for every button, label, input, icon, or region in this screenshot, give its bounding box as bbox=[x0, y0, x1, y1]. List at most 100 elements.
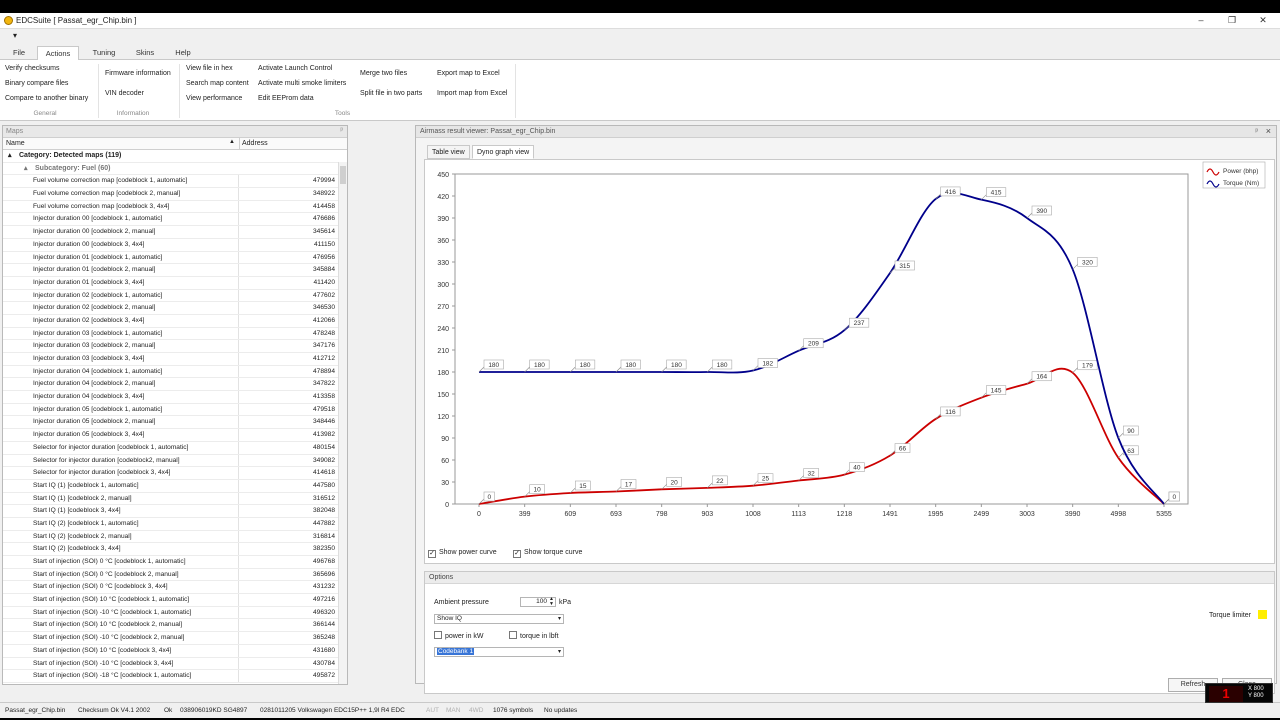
tab-dyno-graph-view[interactable]: Dyno graph view bbox=[472, 145, 535, 159]
table-row[interactable]: Start IQ (1) [codeblock 2, manual] 316512 bbox=[3, 492, 347, 506]
table-row[interactable]: Fuel volume correction map [codeblock 3,… bbox=[3, 200, 347, 214]
table-row[interactable]: Injector duration 05 [codeblock 3, 4x4] 4… bbox=[3, 429, 347, 442]
data-label-leader bbox=[1118, 432, 1124, 439]
table-row[interactable]: Selector for injector duration [codebloc… bbox=[3, 467, 347, 480]
ambient-pressure-input[interactable]: 100 bbox=[520, 597, 556, 607]
codebank-value: Codebank 1 bbox=[437, 648, 475, 655]
map-name: Injector duration 01 [codeblock 2, manua… bbox=[33, 266, 156, 274]
spin-buttons-icon[interactable]: ▲ ▼ bbox=[549, 596, 554, 607]
table-row[interactable]: Start IQ (1) [codeblock 3, 4x4] 382048 bbox=[3, 505, 347, 518]
data-label-box bbox=[849, 317, 870, 328]
pin-icon[interactable]: ᵖ bbox=[340, 127, 343, 134]
tab-table-view[interactable]: Table view bbox=[427, 145, 470, 159]
table-row[interactable]: Start of injection (SOI) -18 °C [codeblo… bbox=[3, 670, 347, 683]
table-row[interactable]: Start IQ (2) [codeblock 3, 4x4] 382350 bbox=[3, 543, 347, 556]
table-row[interactable]: Start of injection (SOI) 10 °C [codebloc… bbox=[3, 644, 347, 658]
table-row[interactable]: Injector duration 00 [codeblock 3, 4x4] 4… bbox=[3, 238, 347, 252]
checkbox-checked-icon: ✓ bbox=[513, 550, 521, 558]
data-label: 66 bbox=[899, 446, 907, 453]
verify-checksums-button[interactable]: Verify checksums bbox=[5, 65, 60, 72]
table-row[interactable]: Start of injection (SOI) 0 °C [codeblock… bbox=[3, 581, 347, 595]
table-row[interactable]: Selector for injector duration [codebloc… bbox=[3, 454, 347, 468]
show-power-checkbox[interactable]: ✓ Show power curve bbox=[428, 549, 497, 558]
search-map-content-button[interactable]: Search map content bbox=[186, 80, 249, 87]
pin-icon[interactable]: ᵖ bbox=[1255, 128, 1258, 135]
table-row[interactable]: Injector duration 05 [codeblock 1, autom… bbox=[3, 403, 347, 417]
table-row[interactable]: Start of injection (SOI) -10 °C [codeblo… bbox=[3, 657, 347, 671]
power-kw-checkbox[interactable]: power in kW bbox=[434, 631, 484, 640]
data-label: 415 bbox=[991, 190, 1002, 197]
tab-skins[interactable]: Skins bbox=[135, 48, 155, 57]
table-row[interactable]: Injector duration 03 [codeblock 3, 4x4] 4… bbox=[3, 353, 347, 366]
data-label-box bbox=[666, 477, 682, 487]
vin-decoder-button[interactable]: VIN decoder bbox=[105, 90, 144, 97]
table-row[interactable]: Injector duration 01 [codeblock 1, autom… bbox=[3, 251, 347, 265]
split-file-button[interactable]: Split file in two parts bbox=[360, 90, 423, 97]
table-row[interactable]: Injector duration 02 [codeblock 2, manua… bbox=[3, 302, 347, 315]
tab-tuning[interactable]: Tuning bbox=[92, 48, 116, 57]
import-excel-button[interactable]: Import map from Excel bbox=[437, 90, 508, 97]
close-icon[interactable]: × bbox=[1265, 126, 1271, 136]
merge-files-button[interactable]: Merge two files bbox=[360, 70, 408, 77]
table-row[interactable]: Start of injection (SOI) 10 °C [codebloc… bbox=[3, 594, 347, 607]
table-row[interactable]: Selector for injector duration [codebloc… bbox=[3, 441, 347, 455]
category-row[interactable]: ▴ Category: Detected maps (119) bbox=[3, 150, 347, 163]
compare-binary-button[interactable]: Compare to another binary bbox=[5, 95, 89, 102]
smoke-limiters-button[interactable]: Activate multi smoke limiters bbox=[258, 80, 347, 87]
minimize-button[interactable]: – bbox=[1198, 15, 1204, 25]
show-mode-select[interactable]: Show IQ ▾ bbox=[434, 614, 564, 624]
table-row[interactable]: Injector duration 00 [codeblock 1, autom… bbox=[3, 213, 347, 227]
table-row[interactable]: Injector duration 04 [codeblock 1, autom… bbox=[3, 365, 347, 379]
tab-file[interactable]: File bbox=[12, 48, 26, 57]
table-row[interactable]: Injector duration 02 [codeblock 1, autom… bbox=[3, 289, 347, 303]
table-row[interactable]: Injector duration 01 [codeblock 3, 4x4] 4… bbox=[3, 276, 347, 290]
torque-lbft-checkbox[interactable]: torque in lbft bbox=[509, 631, 559, 640]
view-performance-button[interactable]: View performance bbox=[186, 95, 243, 102]
table-row[interactable]: Injector duration 01 [codeblock 2, manua… bbox=[3, 264, 347, 277]
table-row[interactable]: Injector duration 02 [codeblock 3, 4x4] 4… bbox=[3, 314, 347, 328]
table-row[interactable]: Injector duration 03 [codeblock 2, manua… bbox=[3, 340, 347, 353]
table-row[interactable]: Injector duration 04 [codeblock 3, 4x4] 4… bbox=[3, 391, 347, 404]
collapse-icon[interactable]: ▴ bbox=[8, 152, 12, 159]
column-name-header[interactable]: Name bbox=[6, 140, 25, 147]
table-row[interactable]: Start of injection (SOI) -10 °C [codeblo… bbox=[3, 632, 347, 645]
quick-access-dropdown-icon[interactable]: ▾ bbox=[13, 31, 18, 40]
collapse-icon[interactable]: ▴ bbox=[24, 164, 28, 172]
view-hex-button[interactable]: View file in hex bbox=[186, 65, 233, 72]
column-divider bbox=[238, 340, 239, 352]
status-file: Passat_egr_Chip.bin bbox=[5, 707, 66, 714]
x-tick-label: 1113 bbox=[791, 511, 806, 518]
table-row[interactable]: Start of injection (SOI) 10 °C [codebloc… bbox=[3, 619, 347, 633]
table-row[interactable]: Injector duration 04 [codeblock 2, manua… bbox=[3, 378, 347, 392]
codebank-select[interactable]: Codebank 1 ▾ bbox=[434, 647, 564, 657]
table-row[interactable]: Start IQ (2) [codeblock 1, automatic] 447… bbox=[3, 517, 347, 531]
table-row[interactable]: Fuel volume correction map [codeblock 1,… bbox=[3, 175, 347, 189]
table-row[interactable]: Start of injection (SOI) 0 °C [codeblock… bbox=[3, 568, 347, 582]
table-row[interactable]: Start IQ (1) [codeblock 1, automatic] 447… bbox=[3, 479, 347, 493]
maps-scrollbar[interactable] bbox=[338, 162, 347, 684]
table-row[interactable]: Injector duration 03 [codeblock 1, autom… bbox=[3, 327, 347, 341]
table-row[interactable]: Start IQ (2) [codeblock 2, manual] 316814 bbox=[3, 530, 347, 544]
table-row[interactable]: Fuel volume correction map [codeblock 2,… bbox=[3, 188, 347, 201]
restore-button[interactable]: ❐ bbox=[1227, 15, 1237, 25]
table-row[interactable]: Start of injection (SOI) 0 °C [codeblock… bbox=[3, 556, 347, 569]
column-divider bbox=[238, 644, 239, 657]
launch-control-button[interactable]: Activate Launch Control bbox=[258, 65, 333, 72]
map-address: 431680 bbox=[312, 646, 335, 654]
tab-actions[interactable]: Actions bbox=[37, 46, 79, 61]
tab-help[interactable]: Help bbox=[175, 48, 191, 57]
column-address-header[interactable]: Address bbox=[242, 140, 268, 147]
export-excel-button[interactable]: Export map to Excel bbox=[437, 70, 500, 77]
table-row[interactable]: Injector duration 05 [codeblock 2, manua… bbox=[3, 416, 347, 430]
table-row[interactable]: Injector duration 00 [codeblock 2, manua… bbox=[3, 226, 347, 239]
map-address: 365248 bbox=[312, 634, 335, 642]
firmware-information-button[interactable]: Firmware information bbox=[105, 70, 171, 77]
subcategory-row[interactable]: ▴ Subcategory: Fuel (60) bbox=[3, 163, 347, 176]
edit-eeprom-button[interactable]: Edit EEProm data bbox=[258, 95, 314, 102]
table-row[interactable]: Start of injection (SOI) -10 °C [codeblo… bbox=[3, 606, 347, 620]
binary-compare-button[interactable]: Binary compare files bbox=[5, 80, 69, 87]
scrollbar-thumb[interactable] bbox=[340, 166, 346, 184]
data-label-box bbox=[757, 358, 778, 368]
close-window-button[interactable]: ✕ bbox=[1259, 15, 1267, 25]
show-torque-checkbox[interactable]: ✓ Show torque curve bbox=[513, 549, 582, 558]
